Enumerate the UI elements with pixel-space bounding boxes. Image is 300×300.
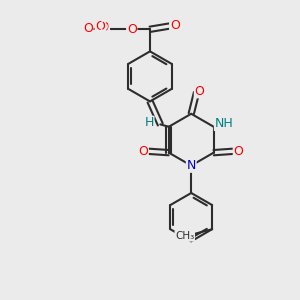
Text: O: O bbox=[98, 20, 110, 35]
Text: CH₃: CH₃ bbox=[175, 231, 194, 241]
Text: O: O bbox=[138, 145, 148, 158]
Text: O: O bbox=[99, 21, 109, 34]
Text: NH: NH bbox=[214, 117, 233, 130]
Text: O: O bbox=[194, 85, 204, 98]
Text: H: H bbox=[144, 116, 154, 129]
Text: O: O bbox=[170, 19, 180, 32]
Text: N: N bbox=[187, 159, 196, 172]
Text: O: O bbox=[127, 23, 137, 36]
Text: O: O bbox=[233, 145, 243, 158]
Text: O: O bbox=[95, 20, 105, 33]
Text: O: O bbox=[83, 22, 93, 34]
